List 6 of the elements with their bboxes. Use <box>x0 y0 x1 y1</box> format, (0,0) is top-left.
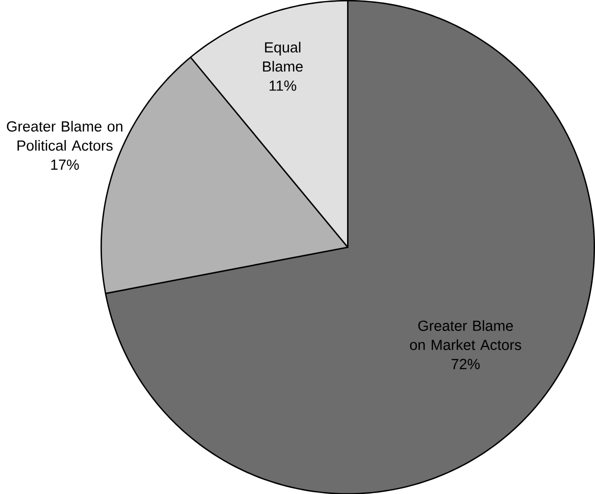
data-label: 17% <box>51 159 79 170</box>
slice-label: Greater Blame on Market Actors <box>410 320 522 350</box>
slice-label: Greater Blame on Political Actors <box>6 120 122 151</box>
slice-label: Equal Blame <box>263 42 303 72</box>
data-label: 72% <box>452 358 480 369</box>
data-label: 11% <box>270 80 296 91</box>
